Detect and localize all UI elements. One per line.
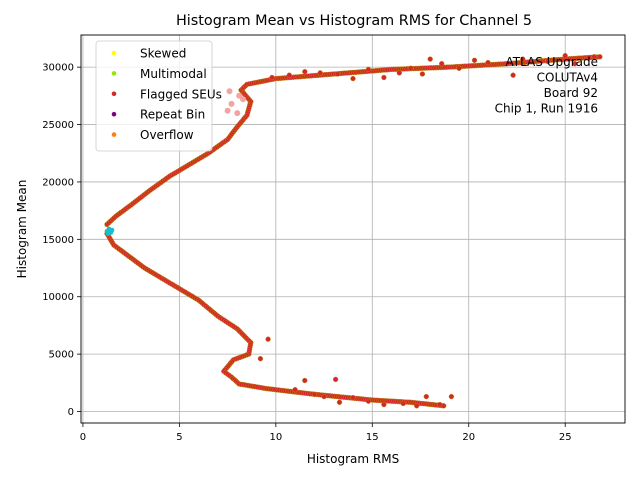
data-point xyxy=(365,66,372,73)
data-point xyxy=(302,377,308,384)
data-point xyxy=(292,387,298,393)
data-point xyxy=(350,395,356,401)
data-point xyxy=(234,110,241,117)
data-point xyxy=(423,393,429,400)
y-tick-label: 0 xyxy=(68,407,74,418)
annotation-line: ATLAS Upgrade xyxy=(505,55,598,69)
data-point xyxy=(448,393,455,400)
data-point xyxy=(108,230,114,235)
data-point xyxy=(427,56,433,62)
data-points xyxy=(104,53,603,409)
data-point xyxy=(591,54,597,60)
data-point xyxy=(240,96,246,103)
data-point xyxy=(224,107,231,114)
data-point xyxy=(381,74,387,81)
x-tick-label: 0 xyxy=(80,432,86,443)
data-point xyxy=(265,336,271,342)
legend-box xyxy=(95,40,213,152)
data-point xyxy=(471,57,478,63)
x-tick-label: 10 xyxy=(269,432,282,443)
data-point xyxy=(226,88,233,95)
annotation-line: COLUTAv4 xyxy=(537,71,598,85)
data-point xyxy=(597,54,603,60)
y-tick-label: 30000 xyxy=(42,63,74,74)
legend-marker xyxy=(111,111,117,117)
legend-label: Skewed xyxy=(140,47,186,61)
axis-ticks: 0 5 10 15 20 25 0 5000 10000 15000 20000 25000 30000 xyxy=(42,63,571,443)
data-point xyxy=(572,61,578,67)
data-point xyxy=(396,70,402,76)
x-tick-label: 20 xyxy=(462,432,475,443)
y-tick-label: 10000 xyxy=(42,292,74,303)
data-point xyxy=(332,376,339,383)
data-point xyxy=(520,56,526,62)
data-point xyxy=(562,53,568,59)
data-point xyxy=(400,400,406,407)
x-tick-label: 15 xyxy=(366,432,379,443)
y-axis-label: Histogram Mean xyxy=(15,180,29,279)
legend-label: Repeat Bin xyxy=(140,108,205,122)
data-point xyxy=(317,70,323,76)
y-tick-label: 25000 xyxy=(42,120,74,131)
data-point xyxy=(311,391,318,397)
data-point xyxy=(485,59,491,66)
x-axis-label: Histogram RMS xyxy=(307,452,399,466)
annotation-line: Chip 1, Run 1916 xyxy=(495,102,598,116)
legend: Skewed Multimodal Flagged SEUs Repeat Bin Ov… xyxy=(95,40,222,152)
data-point xyxy=(456,65,462,71)
data-point xyxy=(437,401,443,408)
data-point xyxy=(286,72,292,78)
data-point xyxy=(336,399,343,405)
y-tick-label: 20000 xyxy=(42,177,74,188)
legend-marker xyxy=(111,50,117,56)
chart-title: Histogram Mean vs Histogram RMS for Chan… xyxy=(176,13,532,29)
data-point xyxy=(510,72,516,78)
legend-marker xyxy=(111,71,117,76)
data-point xyxy=(419,71,426,77)
x-tick-label: 5 xyxy=(176,432,182,443)
legend-marker xyxy=(111,132,117,137)
data-point xyxy=(228,100,235,107)
data-point xyxy=(365,398,372,404)
legend-marker xyxy=(111,91,117,97)
data-point xyxy=(350,75,356,82)
y-tick-label: 5000 xyxy=(49,350,74,361)
data-point xyxy=(269,74,275,81)
data-point xyxy=(381,401,387,408)
x-tick-label: 25 xyxy=(559,432,572,443)
data-point xyxy=(334,71,341,77)
data-point xyxy=(321,393,327,400)
legend-label: Flagged SEUs xyxy=(140,87,222,101)
legend-label: Multimodal xyxy=(140,67,207,81)
data-point xyxy=(302,69,308,75)
plot-frame xyxy=(80,34,626,424)
legend-label: Overflow xyxy=(140,128,194,142)
data-point xyxy=(545,58,551,65)
data-point xyxy=(439,61,445,67)
data-point xyxy=(414,403,420,409)
annotation-line: Board 92 xyxy=(544,86,598,100)
data-point xyxy=(236,92,243,99)
data-point xyxy=(408,65,414,71)
y-tick-label: 15000 xyxy=(42,235,74,246)
grid xyxy=(81,35,625,423)
data-point xyxy=(257,356,264,362)
